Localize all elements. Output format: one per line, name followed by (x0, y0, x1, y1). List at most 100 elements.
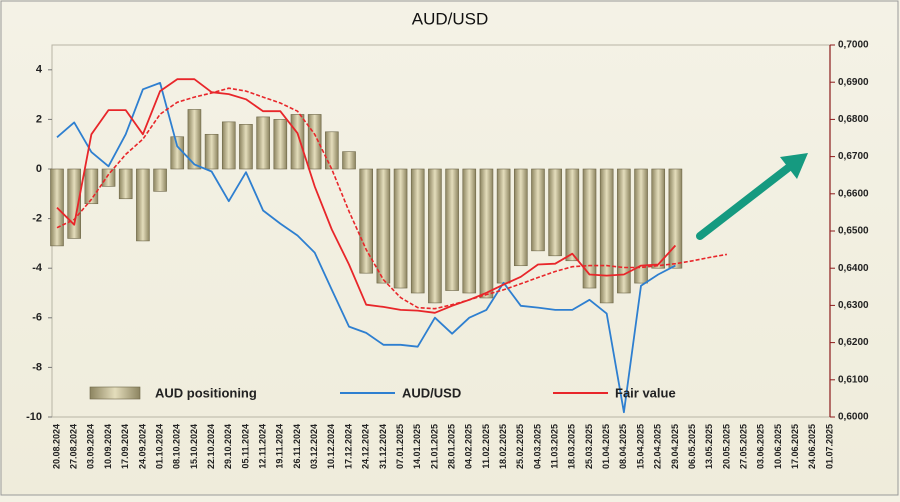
x-tick-label: 15.10.2024 (189, 424, 199, 469)
bar (634, 168, 648, 284)
x-tick-label: 17.12.2024 (343, 424, 353, 469)
x-tick-label: 14.01.2025 (412, 424, 422, 469)
x-tick-label: 03.09.2024 (86, 424, 96, 469)
x-tick-label: 01.07.2025 (824, 424, 834, 469)
x-tick-label: 29.10.2024 (223, 424, 233, 469)
x-tick-label: 17.09.2024 (120, 424, 130, 469)
x-tick-label: 15.04.2025 (635, 424, 645, 469)
line (56, 82, 676, 414)
y2-tick-label: 0,6000 (838, 412, 869, 423)
bar (221, 121, 236, 170)
y-tick-label: -10 (26, 411, 42, 423)
x-tick-label: 20.05.2025 (721, 424, 731, 469)
x-tick-label: 29.04.2025 (670, 424, 680, 469)
legend-label: AUD positioning (155, 385, 257, 400)
x-tick-label: 11.03.2025 (550, 424, 560, 469)
y2-tick-label: 0,6200 (838, 337, 869, 348)
bar (376, 168, 391, 284)
x-tick-label: 10.09.2024 (103, 424, 113, 469)
x-tick-label: 25.03.2025 (584, 424, 594, 469)
x-tick-label: 22.04.2025 (653, 424, 663, 469)
bar (548, 168, 562, 257)
x-tick-label: 19.11.2024 (275, 424, 285, 469)
bar (599, 168, 614, 304)
x-tick-label: 13.05.2025 (704, 424, 714, 469)
legend-swatch (89, 386, 141, 400)
x-tick-label: 03.12.2024 (309, 424, 319, 469)
bar (50, 168, 64, 247)
bar (239, 124, 253, 170)
x-tick-label: 05.11.2024 (240, 424, 250, 469)
legend-label: Fair value (615, 385, 676, 400)
x-tick-label: 22.10.2024 (206, 424, 216, 469)
bar (462, 168, 477, 294)
x-tick-label: 06.05.2025 (687, 424, 697, 469)
bar (307, 114, 322, 170)
y-tick-label: -2 (32, 213, 42, 225)
x-tick-label: 27.08.2024 (69, 424, 79, 469)
x-tick-label: 21.01.2025 (429, 424, 439, 469)
x-tick-label: 08.10.2024 (172, 424, 182, 469)
bar (118, 168, 133, 200)
bar (617, 168, 631, 294)
x-tick-label: 04.02.2025 (464, 424, 474, 469)
x-tick-label: 28.01.2025 (446, 424, 456, 469)
bar (359, 168, 374, 274)
bar (325, 131, 339, 170)
bar (513, 168, 528, 267)
x-tick-label: 10.12.2024 (326, 424, 336, 469)
dashed-line (56, 87, 728, 310)
bar (342, 151, 356, 170)
bar (582, 168, 597, 289)
y2-tick-label: 0,6900 (838, 77, 869, 88)
y-tick-label: -8 (32, 361, 42, 373)
x-tick-label: 18.02.2025 (498, 424, 508, 469)
x-tick-label: 27.05.2025 (738, 424, 748, 469)
x-tick-label: 31.12.2024 (378, 424, 388, 469)
x-tick-label: 17.06.2025 (790, 424, 800, 469)
y2-tick-label: 0,6300 (838, 300, 869, 311)
x-tick-label: 24.06.2025 (807, 424, 817, 469)
x-tick-label: 03.06.2025 (756, 424, 766, 469)
bar (136, 168, 150, 242)
y2-tick-label: 0,6600 (838, 188, 869, 199)
bar (187, 109, 202, 170)
x-tick-label: 18.03.2025 (567, 424, 577, 469)
y2-tick-label: 0,6700 (838, 151, 869, 162)
bar (204, 133, 219, 170)
x-tick-label: 08.04.2025 (618, 424, 628, 469)
x-tick-label: 11.02.2025 (481, 424, 491, 469)
bar (101, 168, 116, 187)
y-tick-label: 4 (36, 64, 43, 76)
y-tick-label: -6 (32, 312, 42, 324)
bar (273, 119, 288, 170)
x-tick-label: 01.10.2024 (154, 424, 164, 469)
y2-tick-label: 0,6400 (838, 263, 869, 274)
x-tick-label: 25.02.2025 (515, 424, 525, 469)
bar (479, 168, 494, 299)
bar (668, 168, 683, 269)
bar (170, 136, 185, 170)
x-tick-label: 24.12.2024 (361, 424, 371, 469)
x-tick-label: 12.11.2024 (258, 424, 268, 469)
bar (428, 168, 442, 304)
x-tick-label: 04.03.2025 (532, 424, 542, 469)
bar (84, 168, 99, 205)
bar (290, 114, 305, 170)
bar (565, 168, 580, 262)
x-tick-label: 07.01.2025 (395, 424, 405, 469)
y-tick-label: 0 (36, 163, 42, 175)
x-tick-label: 01.04.2025 (601, 424, 611, 469)
x-tick-label: 20.08.2024 (51, 424, 61, 469)
trend-arrow (696, 153, 808, 240)
bar (651, 168, 666, 269)
y2-tick-label: 0,6100 (838, 374, 869, 385)
legend-label: AUD/USD (402, 385, 461, 400)
y-tick-label: 2 (36, 113, 42, 125)
y2-tick-label: 0,7000 (838, 40, 869, 51)
bar (410, 168, 425, 294)
y2-tick-label: 0,6500 (838, 226, 869, 237)
x-tick-label: 10.06.2025 (773, 424, 783, 469)
line (56, 78, 677, 314)
